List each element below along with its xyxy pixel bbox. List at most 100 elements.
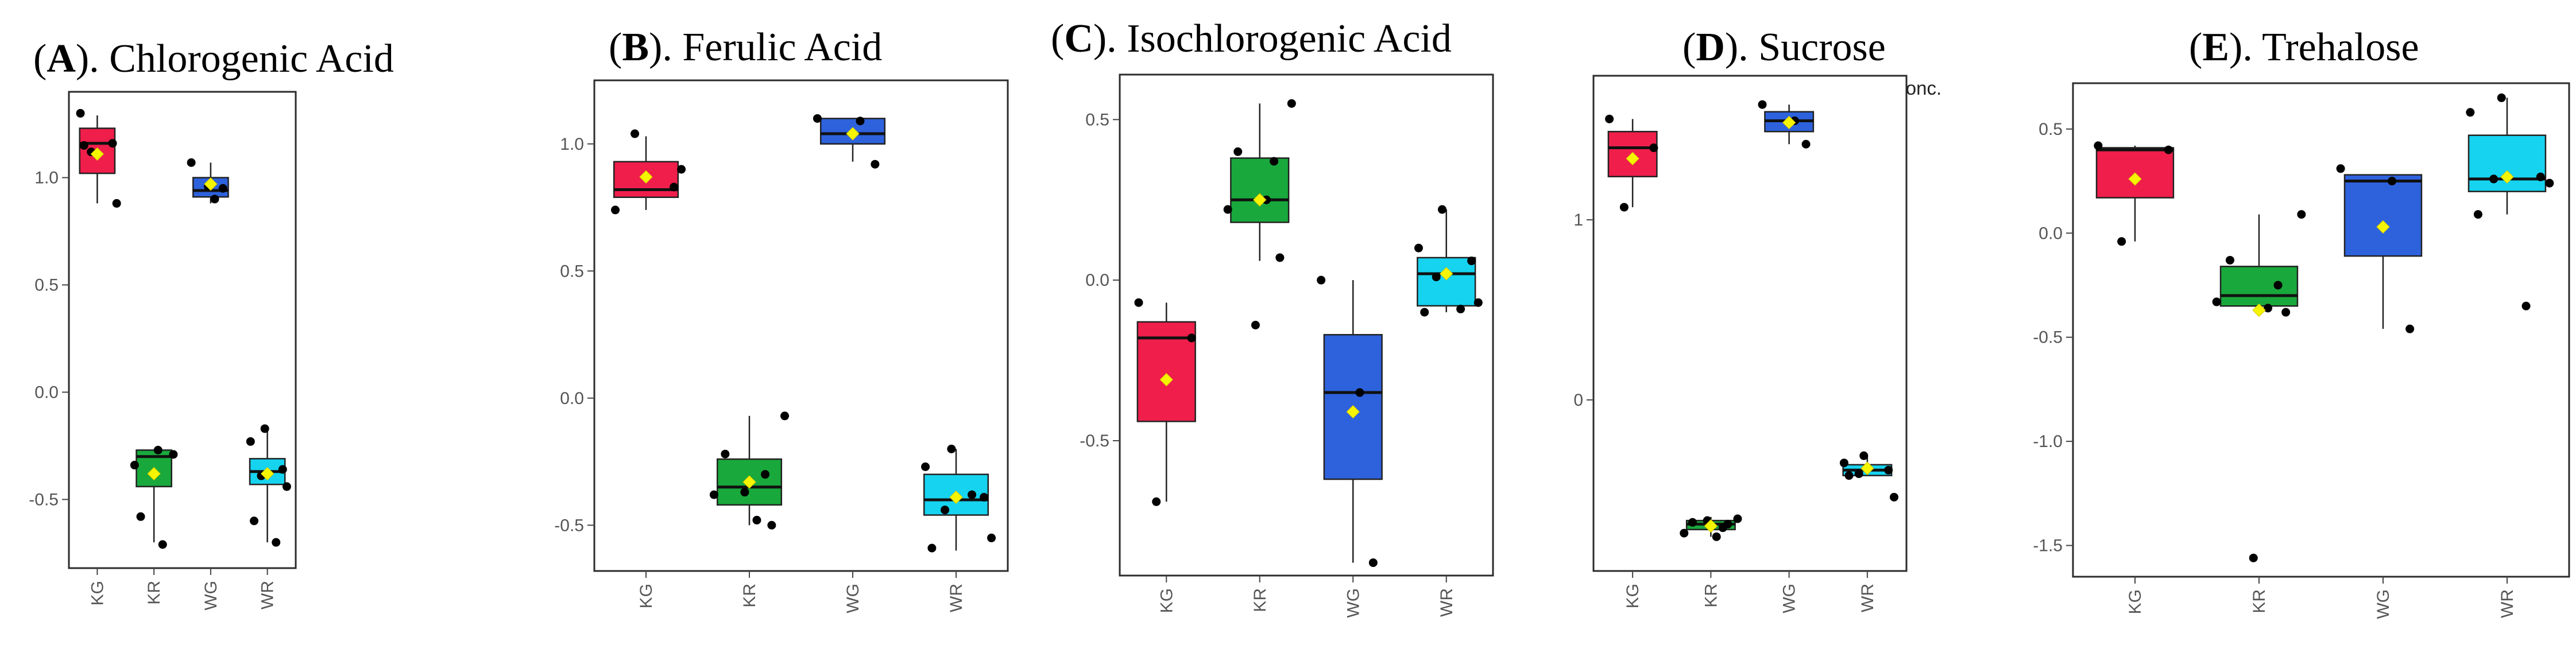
data-point <box>2388 177 2397 186</box>
mean-marker <box>204 177 218 191</box>
data-point <box>76 108 85 118</box>
panel-letter: A <box>47 37 76 81</box>
data-point <box>1437 205 1446 214</box>
data-point <box>871 160 880 169</box>
x-category-label: KR <box>740 584 759 608</box>
y-tick-label: -0.5 <box>2033 328 2063 347</box>
mean-marker <box>1782 115 1796 130</box>
data-point <box>136 512 145 521</box>
data-point <box>1134 298 1143 307</box>
data-point <box>752 515 761 524</box>
panel-letter: E <box>2202 25 2229 69</box>
data-point <box>767 520 776 530</box>
y-tick-label: -0.5 <box>29 490 59 509</box>
data-point <box>670 182 679 192</box>
data-point <box>709 490 718 499</box>
data-point <box>1414 243 1423 252</box>
data-point <box>218 184 227 193</box>
data-point <box>1854 469 1863 479</box>
box-wr: WR <box>921 444 996 612</box>
data-point <box>260 424 269 433</box>
mean-marker <box>1159 372 1173 387</box>
panel-title: (C). Isochlorogenic Acid <box>1051 17 1452 61</box>
data-point <box>1733 514 1742 523</box>
data-point <box>1420 308 1429 317</box>
data-point <box>987 533 996 542</box>
mean-marker <box>1861 461 1874 475</box>
mean-marker <box>1440 267 1453 281</box>
y-tick-label: 0 <box>1573 391 1583 410</box>
x-category-label: WG <box>1344 588 1363 618</box>
data-point <box>2264 304 2273 313</box>
box-kg: KG <box>611 129 686 608</box>
x-category-label: KR <box>145 581 164 605</box>
box-kr: KR <box>709 411 790 608</box>
x-category-label: KG <box>88 581 107 605</box>
mean-marker <box>260 467 274 481</box>
data-point <box>1723 519 1732 529</box>
x-category-label: KG <box>1157 588 1176 613</box>
box-iqr <box>1417 257 1476 307</box>
data-point <box>677 165 686 174</box>
box-kg: KG <box>76 108 121 605</box>
box-wr: WR <box>1839 451 1898 612</box>
data-point <box>1467 257 1476 266</box>
data-point <box>2521 301 2531 310</box>
data-point <box>1187 333 1196 343</box>
data-point <box>2117 237 2126 246</box>
data-point <box>1884 465 1893 475</box>
y-tick-label: 1 <box>1573 211 1583 230</box>
mean-marker <box>846 127 860 141</box>
x-category-label: WR <box>2498 589 2517 618</box>
panel-e: (E). TrehaloseNormalized Conc.0.50.0-0.5… <box>2033 25 2570 619</box>
data-point <box>108 139 117 148</box>
data-point <box>968 490 977 499</box>
mean-marker <box>2500 170 2514 184</box>
box-kg: KG <box>1605 114 1658 608</box>
data-point <box>2273 281 2283 290</box>
data-point <box>740 488 749 497</box>
y-tick-label: 0.5 <box>2039 120 2063 139</box>
mean-marker <box>1704 519 1718 533</box>
y-tick-label: 0.0 <box>560 389 584 408</box>
data-point <box>158 540 167 549</box>
data-point <box>1270 157 1279 166</box>
mean-marker <box>147 467 161 481</box>
data-point <box>1317 275 1326 285</box>
mean-marker <box>949 490 963 504</box>
data-point <box>169 450 178 459</box>
panel-letter: D <box>1696 25 1725 69</box>
data-point <box>2336 164 2345 173</box>
box-iqr <box>923 473 989 516</box>
box-wg: WG <box>813 114 886 613</box>
data-point <box>813 114 822 123</box>
data-point <box>856 116 865 126</box>
data-point <box>2545 178 2554 188</box>
mean-marker <box>2128 172 2142 186</box>
y-tick-label: 0.0 <box>2039 224 2063 243</box>
x-category-label: WR <box>258 581 277 609</box>
box-wg: WG <box>2336 164 2423 619</box>
panel-letter: C <box>1064 17 1093 61</box>
box-wg: WG <box>1317 275 1383 618</box>
data-point <box>1619 203 1629 212</box>
data-point <box>2094 141 2103 150</box>
data-point <box>1233 147 1243 156</box>
data-point <box>921 462 930 471</box>
data-point <box>1473 298 1483 307</box>
data-point <box>721 449 730 459</box>
x-category-label: WG <box>202 581 221 611</box>
data-point <box>1839 459 1848 468</box>
data-point <box>2466 108 2475 117</box>
data-point <box>282 482 291 491</box>
panel-name: Isochlorogenic Acid <box>1127 17 1452 61</box>
panel-name: Sucrose <box>1758 25 1886 69</box>
y-tick-label: 0.0 <box>34 383 59 402</box>
data-point <box>1649 143 1658 153</box>
panel-c: (C). Isochlorogenic AcidNormalized Conc.… <box>1051 17 1494 618</box>
data-point <box>1605 114 1614 123</box>
mean-marker <box>639 170 653 184</box>
mean-marker <box>1253 193 1267 207</box>
data-point <box>2489 174 2498 184</box>
